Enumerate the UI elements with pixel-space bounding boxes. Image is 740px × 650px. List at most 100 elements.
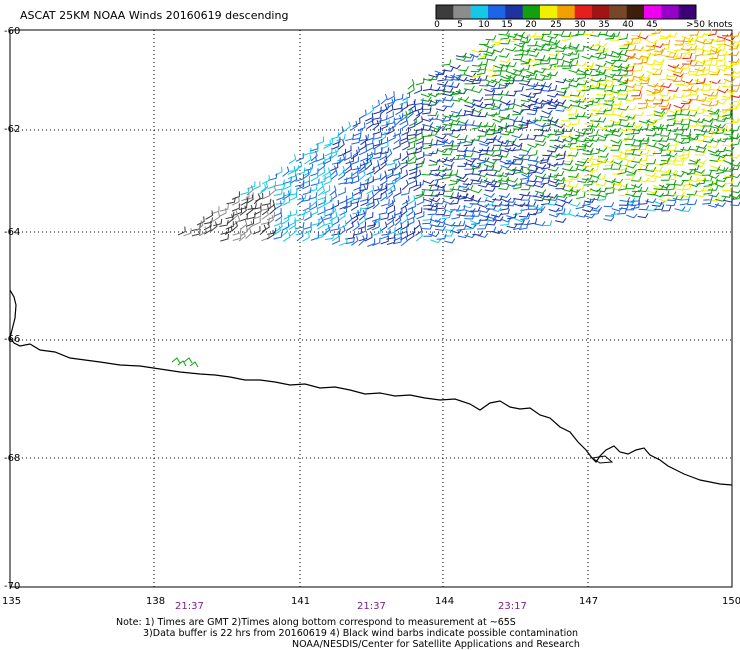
wind-barb [492, 155, 503, 161]
wind-barb [352, 118, 361, 127]
wind-barb [469, 53, 481, 58]
wind-barb [442, 150, 453, 156]
wind-barb [604, 182, 615, 190]
wind-barb [484, 94, 495, 101]
wind-barb [463, 195, 475, 202]
wind-barb [574, 131, 586, 137]
wind-barb [682, 98, 694, 104]
wind-barb [702, 137, 714, 143]
wind-barb [674, 159, 685, 166]
wind-barb [385, 104, 394, 114]
wind-barb [647, 29, 657, 37]
wind-barb [611, 178, 624, 184]
wind-barb [708, 37, 720, 42]
wind-barb [708, 196, 720, 202]
wind-barb [428, 159, 439, 166]
wind-barb [590, 70, 601, 77]
wind-barb [367, 238, 376, 247]
wind-barb [444, 238, 456, 244]
wind-barb [724, 177, 734, 185]
wind-barb [731, 82, 740, 87]
wind-barb [688, 159, 699, 165]
lon-label-138: 138 [146, 596, 166, 607]
wind-barb [512, 179, 523, 186]
wind-barb [532, 58, 542, 66]
wind-barb [247, 181, 256, 190]
wind-barb [701, 101, 713, 107]
wind-barb [497, 122, 508, 130]
wind-barb [485, 216, 497, 222]
wind-barb [637, 177, 650, 183]
plot-frame [9, 29, 733, 588]
wind-barb [710, 123, 722, 129]
wind-barb [364, 211, 374, 221]
wind-barb [498, 152, 509, 158]
wind-barb [490, 126, 502, 132]
wind-barb [549, 40, 561, 45]
legend-label: 20 [525, 20, 537, 30]
wind-barb [189, 361, 199, 368]
wind-barb [546, 65, 558, 71]
wind-barb [624, 146, 636, 152]
wind-barb [658, 91, 670, 97]
wind-barb [381, 198, 390, 207]
lon-label-144: 144 [435, 596, 455, 607]
wind-barb [351, 165, 360, 176]
wind-barb [617, 105, 629, 111]
wind-barb [287, 165, 296, 176]
wind-barb [435, 221, 446, 227]
wind-barb [716, 54, 726, 62]
wind-barb [415, 141, 424, 151]
wind-barb [555, 90, 567, 96]
wind-barb [338, 165, 346, 177]
wind-barb [520, 154, 531, 161]
wind-barb [393, 134, 402, 145]
wind-barb [233, 207, 243, 216]
wind-barb [337, 187, 346, 196]
wind-barb [595, 62, 607, 68]
wind-barb [596, 84, 608, 90]
wind-barb [387, 205, 396, 215]
wind-barb [479, 213, 491, 218]
wind-barb [583, 136, 595, 142]
wind-barb [240, 226, 249, 237]
wind-barb [617, 113, 629, 119]
wind-barb [658, 197, 670, 202]
wind-barb [479, 40, 490, 46]
wind-barb [484, 66, 496, 72]
wind-barb [472, 230, 484, 236]
wind-barb [631, 176, 642, 182]
island-outline [590, 455, 614, 464]
wind-barb [421, 107, 432, 115]
wind-barb [443, 143, 454, 150]
wind-barb [485, 159, 498, 165]
legend-label: 25 [550, 20, 562, 30]
wind-barb [637, 187, 649, 193]
wind-barb [324, 195, 333, 206]
wind-barb [252, 217, 261, 226]
wind-barb [435, 189, 446, 196]
wind-barb [252, 211, 262, 220]
wind-barb [633, 111, 645, 117]
wind-barb [506, 98, 516, 106]
wind-barb [560, 132, 572, 138]
wind-barb [407, 147, 417, 155]
wind-barb [427, 205, 439, 211]
wind-barb [619, 78, 629, 86]
wind-barb [626, 114, 637, 121]
wind-barb [451, 108, 463, 114]
wind-barb [665, 191, 677, 197]
wind-barb [556, 88, 568, 94]
wind-barb [660, 43, 670, 51]
wind-barb [570, 133, 580, 140]
wind-barb [499, 100, 511, 105]
wind-barb [499, 62, 511, 68]
wind-barb [512, 109, 524, 115]
wind-barb [505, 76, 516, 82]
wind-barb [541, 109, 553, 115]
wind-barb [525, 83, 535, 91]
wind-barb [500, 39, 511, 45]
wind-barb [729, 118, 740, 123]
wind-barb [709, 128, 722, 134]
